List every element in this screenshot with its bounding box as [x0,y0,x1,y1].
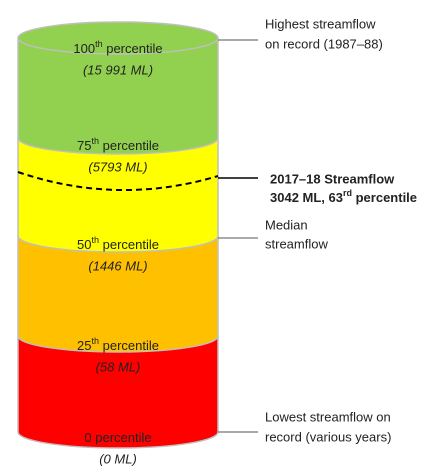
level-number: 25 [77,338,91,353]
band-boundaries [17,137,219,353]
level-number: 0 [84,430,91,445]
annotation: Median [265,217,308,232]
annotation: 2017–18 Streamflow [270,171,395,186]
level-label: 75th percentile [77,136,159,153]
annotation: streamflow [265,236,328,251]
level-value: (15 991 ML) [83,62,153,77]
annotation: record (various years) [265,429,391,444]
cylinder-outline [17,38,219,449]
annotation: Highest streamflow [265,16,376,31]
level-text: percentile [99,338,159,353]
level-number: 50 [77,237,91,252]
superscript: th [91,235,99,245]
level-labels: 100th percentile(15 991 ML)75th percenti… [73,39,162,466]
annotation: on record (1987–88) [265,36,383,51]
band-green-base [18,122,218,154]
band-red-base [18,416,218,448]
band-yellow-base [18,220,218,252]
level-value: (58 ML) [96,359,141,374]
band-orange-base [18,320,218,352]
annotation-part: 3042 ML, 63 [270,190,343,205]
level-number: 100 [73,41,95,56]
level-value: (5793 ML) [88,159,147,174]
level-value: (1446 ML) [88,258,147,273]
annotation-part: percentile [352,190,417,205]
level-label: 25th percentile [77,336,159,353]
level-text: percentile [99,237,159,252]
superscript: th [95,39,103,49]
superscript: rd [343,188,352,198]
level-value: (0 ML) [99,451,137,466]
level-text: percentile [92,430,152,445]
level-text: percentile [103,41,163,56]
level-number: 75 [77,138,91,153]
level-label: 0 percentile [84,430,151,445]
level-label: 50th percentile [77,235,159,252]
superscript: th [91,336,99,346]
level-label: 100th percentile [73,39,162,56]
annotation: Lowest streamflow on [265,409,391,424]
annotation: 3042 ML, 63rd percentile [270,188,417,205]
current-level-line [17,171,219,192]
superscript: th [91,136,99,146]
level-text: percentile [99,138,159,153]
